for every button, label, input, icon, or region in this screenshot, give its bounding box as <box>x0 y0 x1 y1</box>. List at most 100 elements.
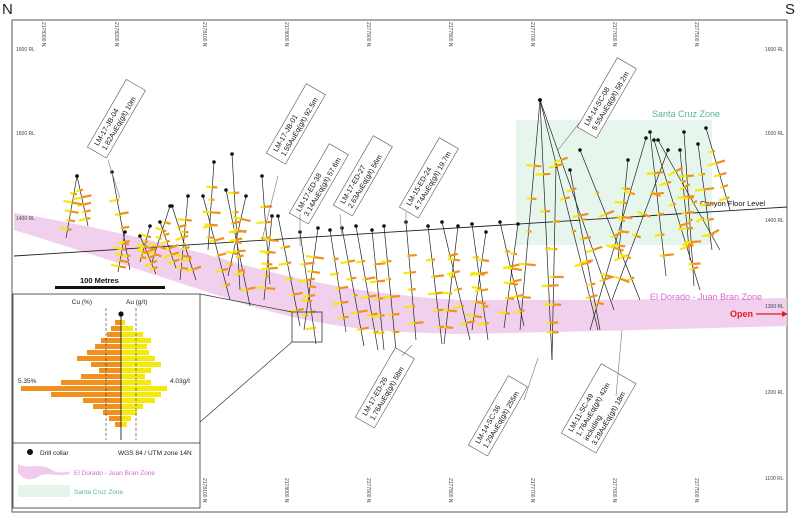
cu-assay-bar <box>127 254 131 258</box>
drill-collar <box>170 204 174 208</box>
drill-collar <box>568 168 572 172</box>
cu-assay-bar <box>473 314 483 319</box>
inset-au-bar <box>121 356 155 361</box>
cu-assay-bar <box>481 258 490 263</box>
drill-hole-trace <box>683 131 695 287</box>
scale-bar-label: 100 Metres <box>80 276 119 285</box>
au-assay-bar <box>216 254 219 257</box>
cu-assay-bar <box>142 250 150 255</box>
au-assay-bar <box>659 181 668 187</box>
cu-assay-bar <box>581 217 586 222</box>
drill-hole-trace <box>207 161 215 251</box>
cu-assay-bar <box>362 259 366 263</box>
cu-assay-bar <box>145 240 148 244</box>
drill-collar <box>186 194 190 198</box>
cu-assay-bar <box>122 225 130 230</box>
inset-au-bar <box>121 380 151 385</box>
drill-hole-trace <box>225 189 251 307</box>
au-assay-bar <box>78 217 87 222</box>
cu-assay-bar <box>564 196 570 200</box>
au-assay-bar <box>678 224 681 228</box>
cu-assay-bar <box>192 265 202 271</box>
drill-hole-trace <box>443 225 459 345</box>
drill-hole-trace <box>499 221 525 327</box>
au-assay-bar <box>146 256 150 260</box>
cu-assay-bar <box>591 282 596 286</box>
cu-assay-bar <box>143 245 154 251</box>
au-assay-bar <box>371 314 381 318</box>
drill-collar <box>138 234 142 238</box>
cu-assay-bar <box>154 252 162 258</box>
au-assay-bar <box>475 289 482 293</box>
drill-collar <box>230 152 234 156</box>
cu-assay-bar <box>622 216 633 220</box>
drill-collar <box>470 222 474 226</box>
au-assay-bar <box>148 242 158 248</box>
cu-assay-bar <box>726 196 730 200</box>
inset-au-bar <box>121 410 137 415</box>
au-assay-bar <box>175 254 183 258</box>
au-assay-bar <box>618 218 623 222</box>
cu-assay-bar <box>408 253 417 257</box>
cu-assay-bar <box>505 312 511 315</box>
drill-hole-trace <box>341 227 365 347</box>
inset-cu-bar <box>99 368 121 373</box>
au-assay-bar <box>585 248 594 254</box>
drill-collar <box>328 228 332 232</box>
au-assay-bar <box>306 269 313 273</box>
cu-assay-bar <box>235 240 242 245</box>
au-assay-bar <box>572 214 579 218</box>
canyon-floor-label: Canyon Floor Level <box>700 199 765 208</box>
cu-assay-bar <box>483 305 489 308</box>
cu-assay-bar <box>582 236 591 240</box>
callout-lm-17-jb-04: LM-17-JB-04 1.82AuEq(g/t) 10m <box>86 79 146 159</box>
au-assay-bar <box>606 244 615 249</box>
drill-collar <box>340 226 344 230</box>
au-assay-bar <box>257 286 266 290</box>
au-assay-bar <box>699 203 707 207</box>
cu-assay-bar <box>692 262 701 266</box>
cu-assay-bar <box>239 254 244 258</box>
au-assay-bar <box>453 288 459 292</box>
au-assay-bar <box>159 240 168 246</box>
au-assay-bar <box>614 200 624 204</box>
au-assay-bar <box>162 220 166 224</box>
au-assay-bar <box>654 233 662 237</box>
drill-collar <box>644 136 648 140</box>
au-assay-bar <box>356 328 362 331</box>
cu-assay-bar <box>675 166 684 173</box>
au-assay-bar <box>337 316 344 320</box>
cu-assay-bar <box>701 216 705 220</box>
au-assay-bar <box>594 191 598 195</box>
drill-collar <box>484 230 488 234</box>
cu-assay-bar <box>410 270 417 274</box>
callout-lm-11-sc-49: LM-11-SC-49 1.76AuEq(g/t) 42m including … <box>560 363 637 454</box>
cu-assay-bar <box>597 301 605 306</box>
au-assay-bar <box>176 226 180 229</box>
cu-assay-bar <box>581 260 592 266</box>
cu-assay-bar <box>631 276 635 280</box>
cu-assay-bar <box>73 192 78 196</box>
cu-assay-bar <box>308 294 316 298</box>
inset-cu-bar <box>77 356 121 361</box>
cu-assay-bar <box>712 149 716 153</box>
inset-cu-label: Cu (%) <box>72 299 92 306</box>
au-assay-bar <box>678 174 687 178</box>
cu-assay-bar <box>124 240 130 244</box>
northing-axis-top: 2178300 N 2178200 N 2178100 N 2178000 N … <box>40 22 699 47</box>
legend-el-dorado: El Dorado - Juan Bran Zone <box>74 470 155 477</box>
santa-cruz-zone-label: Santa Cruz Zone <box>652 109 720 119</box>
drill-collar <box>652 138 656 142</box>
cu-assay-bar <box>210 211 221 215</box>
inset-collar-dot <box>118 311 124 317</box>
northing-tick: 2177600 N <box>611 22 617 47</box>
cu-assay-bar <box>68 219 76 223</box>
au-assay-bar <box>141 233 148 238</box>
au-assay-bar <box>329 272 338 276</box>
rl-tick: 1300 RL <box>765 304 784 310</box>
inset-cu-bar <box>111 326 121 331</box>
au-assay-bar <box>459 322 467 326</box>
cu-assay-bar <box>153 266 158 270</box>
northing-tick: 2177700 N <box>529 478 535 503</box>
cu-assay-bar <box>119 259 130 264</box>
